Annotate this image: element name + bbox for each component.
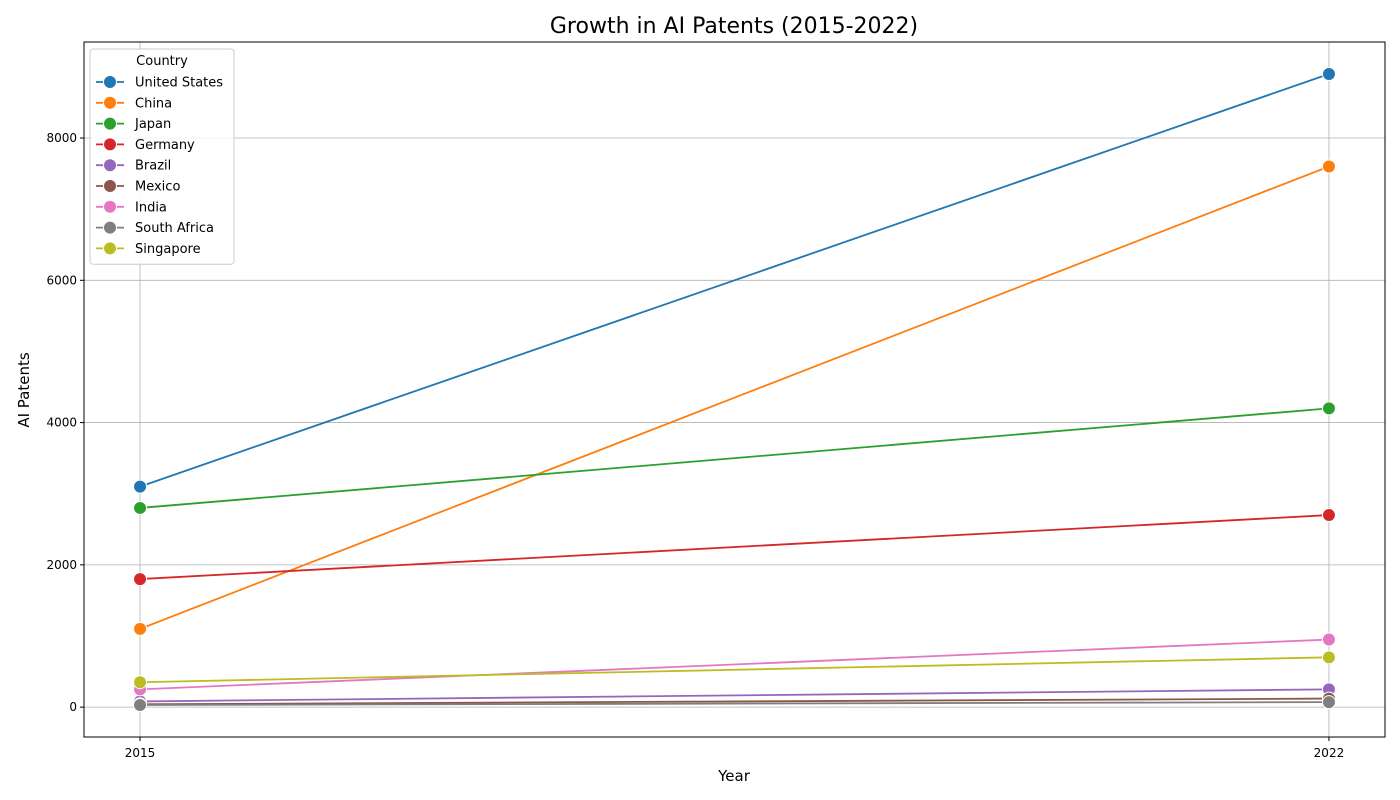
series-points	[134, 68, 1336, 712]
legend-marker-japan	[104, 117, 117, 130]
legend-label-united-states: United States	[135, 76, 223, 91]
y-tick-label: 0	[69, 700, 77, 714]
series-line-singapore	[140, 657, 1329, 682]
legend-label-south-africa: South Africa	[135, 221, 214, 236]
legend-marker-india	[104, 200, 117, 213]
data-point-singapore-2015	[134, 676, 147, 689]
legend-label-india: India	[135, 200, 167, 215]
series-line-japan	[140, 408, 1329, 508]
legend-marker-united-states	[104, 76, 117, 89]
data-point-united-states-2015	[134, 480, 147, 493]
data-point-china-2022	[1322, 160, 1335, 173]
x-tick-label: 2015	[125, 746, 156, 760]
legend-marker-china	[104, 96, 117, 109]
data-point-germany-2015	[134, 573, 147, 586]
legend-marker-south-africa	[104, 221, 117, 234]
legend-marker-mexico	[104, 180, 117, 193]
grid	[84, 42, 1385, 737]
data-point-germany-2022	[1322, 509, 1335, 522]
legend-label-china: China	[135, 96, 172, 111]
chart-title: Growth in AI Patents (2015-2022)	[550, 14, 918, 39]
y-tick-label: 8000	[46, 131, 77, 145]
y-tick-label: 2000	[46, 558, 77, 572]
y-axis-title: AI Patents	[15, 352, 33, 428]
y-tick-label: 6000	[46, 273, 77, 287]
legend-marker-germany	[104, 138, 117, 151]
legend-label-germany: Germany	[135, 138, 195, 153]
series-lines	[140, 74, 1329, 705]
series-line-china	[140, 166, 1329, 628]
data-point-japan-2015	[134, 501, 147, 514]
data-point-united-states-2022	[1322, 68, 1335, 81]
data-point-china-2015	[134, 622, 147, 635]
series-line-germany	[140, 515, 1329, 579]
legend-marker-brazil	[104, 159, 117, 172]
data-point-south-africa-2022	[1322, 696, 1335, 709]
x-tick-label: 2022	[1314, 746, 1345, 760]
legend-label-japan: Japan	[134, 117, 171, 132]
series-line-india	[140, 640, 1329, 690]
legend: Country United States China Japan Germany Bra…	[90, 49, 234, 264]
legend-label-singapore: Singapore	[135, 242, 201, 257]
data-point-india-2022	[1322, 633, 1335, 646]
plot-frame	[84, 42, 1385, 737]
data-point-south-africa-2015	[134, 698, 147, 711]
legend-label-mexico: Mexico	[135, 180, 180, 195]
x-axis-title: Year	[717, 767, 751, 785]
y-tick-label: 4000	[46, 416, 77, 430]
data-point-japan-2022	[1322, 402, 1335, 415]
data-point-singapore-2022	[1322, 651, 1335, 664]
legend-label-brazil: Brazil	[135, 159, 171, 174]
legend-marker-singapore	[104, 242, 117, 255]
legend-title: Country	[136, 54, 188, 69]
